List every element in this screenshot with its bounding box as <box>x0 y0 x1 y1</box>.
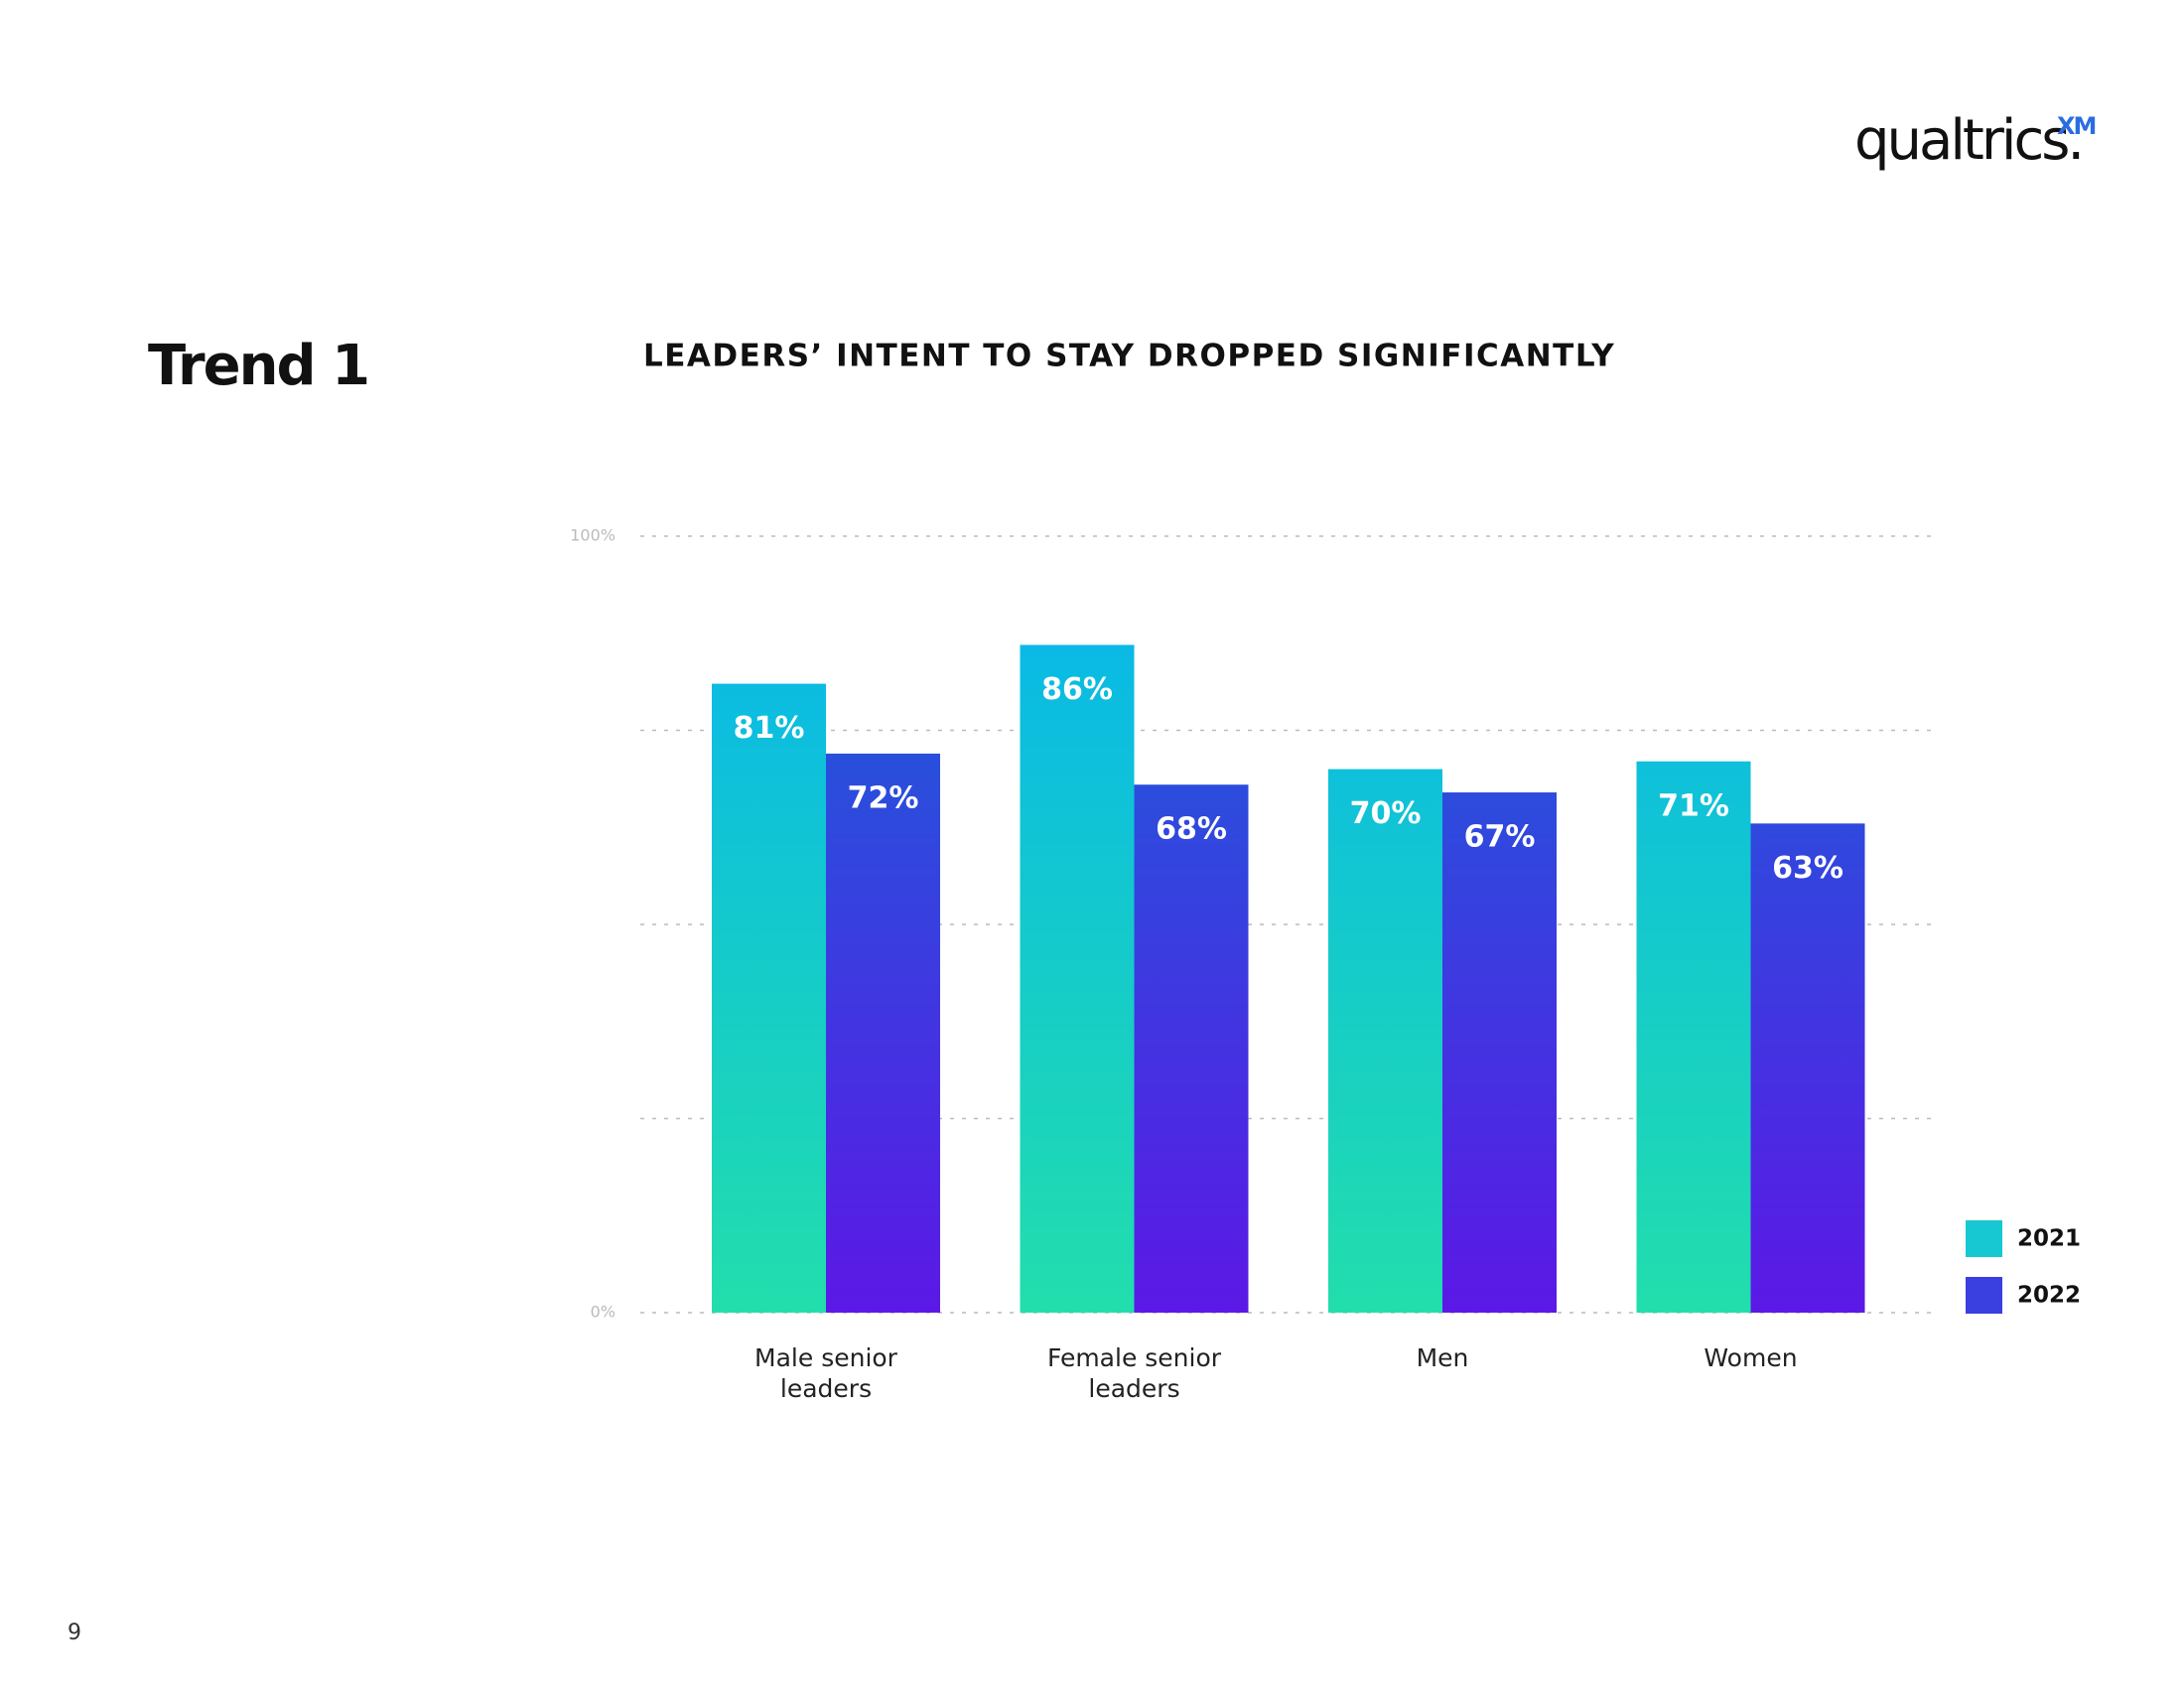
brand-mark: XM <box>2057 112 2096 140</box>
x-tick-label: Women <box>1704 1343 1798 1372</box>
value-label: 71% <box>1658 788 1729 823</box>
bar <box>1020 644 1135 1313</box>
brand-logo: qualtrics. <box>1854 108 2082 173</box>
bar <box>1134 784 1249 1313</box>
value-label: 68% <box>1156 812 1227 847</box>
bar <box>1636 761 1751 1313</box>
x-tick-label: Men <box>1416 1343 1469 1372</box>
legend-swatch <box>1966 1277 2002 1314</box>
value-label: 86% <box>1041 672 1113 707</box>
x-tick-label: Male senior leaders <box>754 1343 897 1403</box>
section-title: Trend 1 <box>148 334 368 398</box>
bar <box>1750 823 1865 1313</box>
bar <box>1442 792 1557 1313</box>
legend-label: 2022 <box>2017 1283 2081 1309</box>
x-tick-label: Female senior leaders <box>1046 1343 1222 1403</box>
y-tick-label: 100% <box>570 526 615 545</box>
y-tick-label: 0% <box>591 1303 615 1322</box>
value-label: 67% <box>1464 820 1536 855</box>
bar <box>1328 769 1442 1313</box>
bar <box>712 683 826 1313</box>
bar <box>826 753 940 1313</box>
legend-label: 2021 <box>2017 1226 2081 1252</box>
value-label: 72% <box>848 780 919 815</box>
value-label: 70% <box>1350 796 1422 831</box>
legend-swatch <box>1966 1220 2002 1257</box>
chart-title: LEADERS’ INTENT TO STAY DROPPED SIGNIFIC… <box>643 339 1615 374</box>
page-number: 9 <box>68 1620 81 1645</box>
value-label: 81% <box>734 711 805 746</box>
value-label: 63% <box>1772 851 1843 886</box>
